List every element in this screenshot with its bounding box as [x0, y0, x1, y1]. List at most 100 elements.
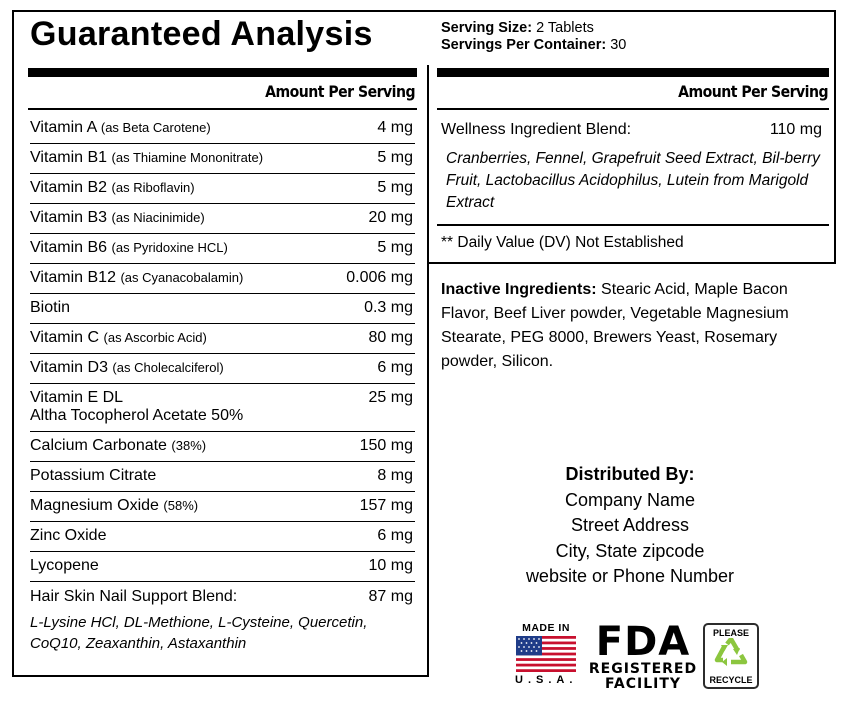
recycle-top-text: PLEASE [712, 628, 749, 638]
wellness-blend-row: Wellness Ingredient Blend: 110 mg [441, 121, 826, 139]
nutrient-row: Biotin 0.3 mg [30, 294, 415, 324]
nutrient-name: Calcium Carbonate (38%) [30, 437, 206, 455]
wellness-blend-ingredients: Cranberries, Fennel, Grapefruit Seed Ext… [446, 150, 820, 211]
nutrient-row: Vitamin A (as Beta Carotene) 4 mg [30, 114, 415, 144]
fda-facility-text: FACILITY [604, 676, 682, 692]
nutrient-name-main: Vitamin B2 [30, 179, 108, 196]
usa-text: U.S.A. [515, 674, 578, 686]
nutrient-name: Vitamin B6 (as Pyridoxine HCL) [30, 239, 228, 257]
left-header-rule [28, 108, 417, 110]
fda-registered-text: REGISTERED [588, 661, 698, 677]
panel-divider [427, 65, 429, 677]
nutrient-amount: 4 mg [377, 119, 413, 136]
nutrient-amount: 157 mg [359, 497, 413, 514]
nutrient-source: (as Riboflavin) [111, 180, 195, 195]
inactive-label: Inactive Ingredients: [441, 281, 597, 298]
serving-size-value: 2 Tablets [536, 20, 594, 36]
right-header-rule [437, 108, 829, 110]
nutrient-row: Vitamin B2 (as Riboflavin) 5 mg [30, 174, 415, 204]
nutrient-amount: 5 mg [377, 149, 413, 166]
nutrient-amount: 80 mg [368, 329, 413, 346]
nutrient-row: Zinc Oxide 6 mg [30, 522, 415, 552]
nutrient-name: Vitamin B3 (as Niacinimide) [30, 209, 205, 227]
distributor-heading: Distributed By: [565, 464, 695, 484]
nutrient-row: Vitamin C (as Ascorbic Acid) 80 mg [30, 324, 415, 354]
nutrient-table: Vitamin A (as Beta Carotene) 4 mg Vitamin … [30, 114, 415, 654]
nutrient-name: Zinc Oxide [30, 527, 106, 545]
right-panel-frame [427, 10, 836, 264]
nutrient-name-main: Calcium Carbonate [30, 437, 167, 454]
nutrient-name-main: Vitamin B6 [30, 239, 108, 256]
nutrient-name: Vitamin C (as Ascorbic Acid) [30, 329, 207, 347]
nutrient-name: Biotin [30, 299, 70, 317]
company-name: Company Name [564, 489, 696, 510]
right-thick-bar [437, 68, 829, 77]
hair-blend-name: Hair Skin Nail Support Blend: [30, 588, 238, 605]
us-flag-icon [516, 636, 576, 672]
nutrient-source: (as Thiamine Mononitrate) [111, 150, 264, 165]
nutrient-source: (as Cholecalciferol) [112, 360, 224, 375]
nutrient-name-main: Vitamin B3 [30, 209, 108, 226]
nutrient-name-line2: Altha Tocopherol Acetate 50% [30, 407, 244, 424]
nutrient-amount: 10 mg [368, 557, 413, 574]
nutrient-row: Calcium Carbonate (38%) 150 mg [30, 432, 415, 462]
nutrient-amount: 8 mg [377, 467, 413, 484]
made-in-text: MADE IN [522, 622, 570, 634]
left-amount-header: Amount Per Serving [265, 82, 415, 101]
nutrient-name: Magnesium Oxide (58%) [30, 497, 198, 515]
nutrient-amount: 6 mg [377, 527, 413, 544]
inactive-text: Stearic Acid, Maple Bacon Flavor, Beef L… [441, 281, 789, 370]
please-recycle-badge: PLEASE RECYCLE [703, 623, 759, 689]
nutrient-name: Vitamin E DL Altha Tocopherol Acetate 50% [30, 389, 243, 425]
nutrient-row: Magnesium Oxide (58%) 157 mg [30, 492, 415, 522]
hair-blend-ingredients: L-Lysine HCl, DL-Methione, L-Cysteine, Q… [30, 614, 368, 652]
nutrient-amount: 0.3 mg [364, 299, 413, 316]
nutrient-amount: 5 mg [377, 179, 413, 196]
made-in-usa-badge: MADE IN U.S.A. [515, 622, 577, 690]
wellness-blend-name: Wellness Ingredient Blend: [441, 121, 632, 138]
left-thick-bar [28, 68, 417, 77]
nutrient-source: (38%) [171, 438, 207, 453]
contact-info: website or Phone Number [525, 566, 735, 586]
nutrient-row: Vitamin B12 (as Cyanacobalamin) 0.006 mg [30, 264, 415, 294]
nutrient-name-main: Vitamin E DL [30, 389, 124, 406]
nutrient-name-main: Vitamin B1 [30, 149, 108, 166]
nutrient-source: (as Niacinimide) [111, 210, 205, 225]
daily-value-note: ** Daily Value (DV) Not Established [441, 234, 684, 251]
nutrient-row: Vitamin D3 (as Cholecalciferol) 6 mg [30, 354, 415, 384]
recycle-icon [714, 636, 748, 666]
nutrient-name-main: Vitamin B12 [30, 269, 116, 286]
nutrient-name-main: Vitamin C [30, 329, 100, 346]
nutrient-name: Vitamin B12 (as Cyanacobalamin) [30, 269, 243, 287]
nutrient-name: Vitamin D3 (as Cholecalciferol) [30, 359, 224, 377]
nutrient-name-main: Vitamin A [30, 119, 97, 136]
nutrient-source: (as Ascorbic Acid) [103, 330, 207, 345]
nutrient-name: Vitamin B2 (as Riboflavin) [30, 179, 195, 197]
page-title: Guaranteed Analysis [30, 15, 373, 53]
nutrient-name-main: Magnesium Oxide [30, 497, 159, 514]
nutrient-name-main: Potassium Citrate [30, 467, 157, 484]
nutrient-row: Lycopene 10 mg [30, 552, 415, 582]
nutrient-name-main: Biotin [30, 299, 71, 316]
nutrient-row: Vitamin B3 (as Niacinimide) 20 mg [30, 204, 415, 234]
nutrient-amount: 150 mg [359, 437, 413, 454]
nutrient-amount: 25 mg [368, 389, 413, 406]
wellness-bottom-rule [437, 224, 829, 226]
nutrient-row: Potassium Citrate 8 mg [30, 462, 415, 492]
wellness-blend-amount: 110 mg [769, 121, 822, 138]
nutrient-row: Vitamin B1 (as Thiamine Mononitrate) 5 mg [30, 144, 415, 174]
hair-blend-row: Hair Skin Nail Support Blend: 87 mg [30, 582, 415, 610]
nutrient-row: Vitamin E DL Altha Tocopherol Acetate 50%… [30, 384, 415, 432]
nutrient-amount: 6 mg [377, 359, 413, 376]
nutrient-amount: 20 mg [368, 209, 413, 226]
nutrient-source: (as Cyanacobalamin) [120, 270, 244, 285]
right-amount-header: Amount Per Serving [678, 82, 828, 101]
nutrient-amount: 0.006 mg [346, 269, 413, 286]
serving-size-label: Serving Size: [441, 20, 533, 36]
hair-blend-amount: 87 mg [368, 588, 413, 605]
nutrient-source: (as Beta Carotene) [100, 120, 211, 135]
nutrient-name: Vitamin B1 (as Thiamine Mononitrate) [30, 149, 263, 167]
inactive-ingredients: Inactive Ingredients: Stearic Acid, Mapl… [441, 278, 831, 374]
nutrient-name-main: Lycopene [30, 557, 99, 574]
left-panel-frame [12, 10, 427, 677]
